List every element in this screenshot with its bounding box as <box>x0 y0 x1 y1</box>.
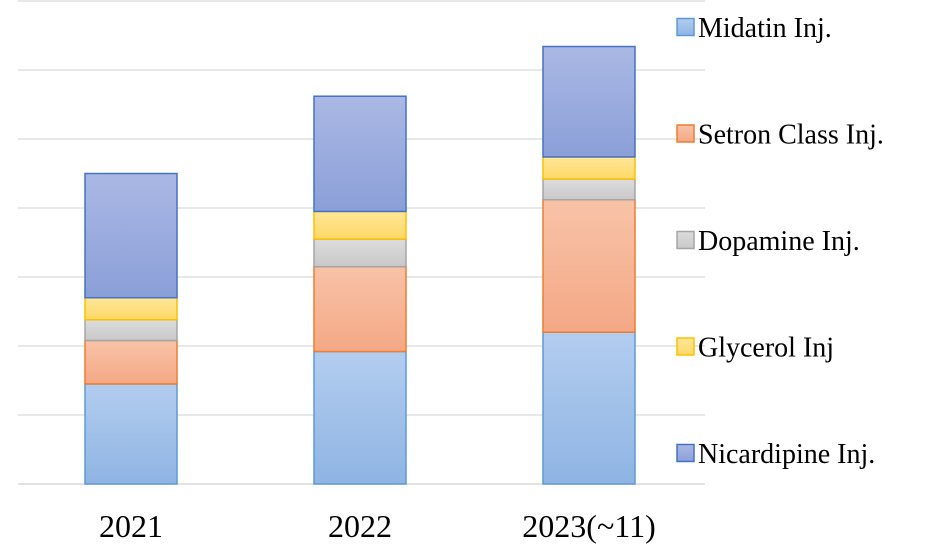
bar-segment <box>313 238 407 268</box>
legend-label: Setron Class Inj. <box>698 120 884 151</box>
legend-swatch <box>676 230 695 250</box>
legend-item: Nicardipine Inj. <box>676 439 875 470</box>
bar-segment <box>542 331 636 485</box>
bar-segment <box>84 339 178 385</box>
legend-item: Glycerol Inj <box>676 333 834 364</box>
bar-segment <box>84 296 178 321</box>
legend-label: Midatin Inj. <box>698 13 832 44</box>
x-axis-labels: 2021 2022 2023(~11) <box>99 508 656 544</box>
legend-swatch <box>676 337 695 356</box>
legend-label: Dopamine Inj. <box>698 226 860 257</box>
bar-segment <box>313 350 407 485</box>
bar-segment <box>313 95 407 213</box>
bar-segment <box>84 383 178 485</box>
legend-item: Midatin Inj. <box>676 13 832 44</box>
bar-segment <box>313 265 407 353</box>
legend-item: Dopamine Inj. <box>676 226 860 257</box>
bar-segment <box>542 198 636 333</box>
legend-swatch <box>676 443 695 463</box>
bar-segment <box>84 172 178 299</box>
x-tick-label: 2021 <box>99 508 163 544</box>
legend-item: Setron Class Inj. <box>676 120 884 151</box>
legend-swatch <box>676 124 695 143</box>
bars <box>84 45 636 485</box>
bar-segment <box>313 210 407 240</box>
legend-swatch <box>676 17 695 37</box>
legend-label: Nicardipine Inj. <box>698 439 875 470</box>
legend-label: Glycerol Inj <box>698 333 834 364</box>
bar-segment <box>84 319 178 342</box>
x-tick-label: 2022 <box>328 508 392 544</box>
legend: Midatin Inj. Setron Class Inj. Dopamine In… <box>676 13 884 470</box>
bar-segment <box>542 156 636 180</box>
x-tick-label: 2023(~11) <box>522 508 655 544</box>
bar-segment <box>542 45 636 158</box>
bar-segment <box>542 178 636 201</box>
